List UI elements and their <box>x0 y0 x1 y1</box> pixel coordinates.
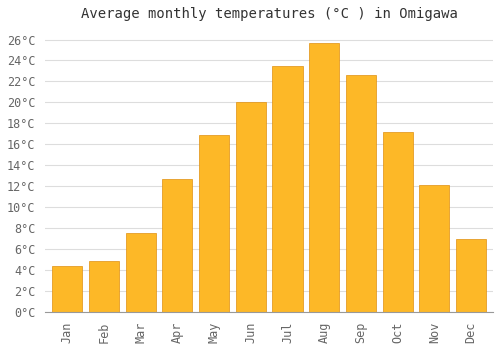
Bar <box>126 233 156 312</box>
Bar <box>309 43 339 312</box>
Title: Average monthly temperatures (°C ) in Omigawa: Average monthly temperatures (°C ) in Om… <box>80 7 458 21</box>
Bar <box>199 135 229 312</box>
Bar <box>382 132 412 312</box>
Bar <box>162 179 192 312</box>
Bar <box>89 261 119 312</box>
Bar <box>346 75 376 312</box>
Bar <box>420 185 450 312</box>
Bar <box>456 239 486 312</box>
Bar <box>236 103 266 312</box>
Bar <box>272 66 302 312</box>
Bar <box>52 266 82 312</box>
